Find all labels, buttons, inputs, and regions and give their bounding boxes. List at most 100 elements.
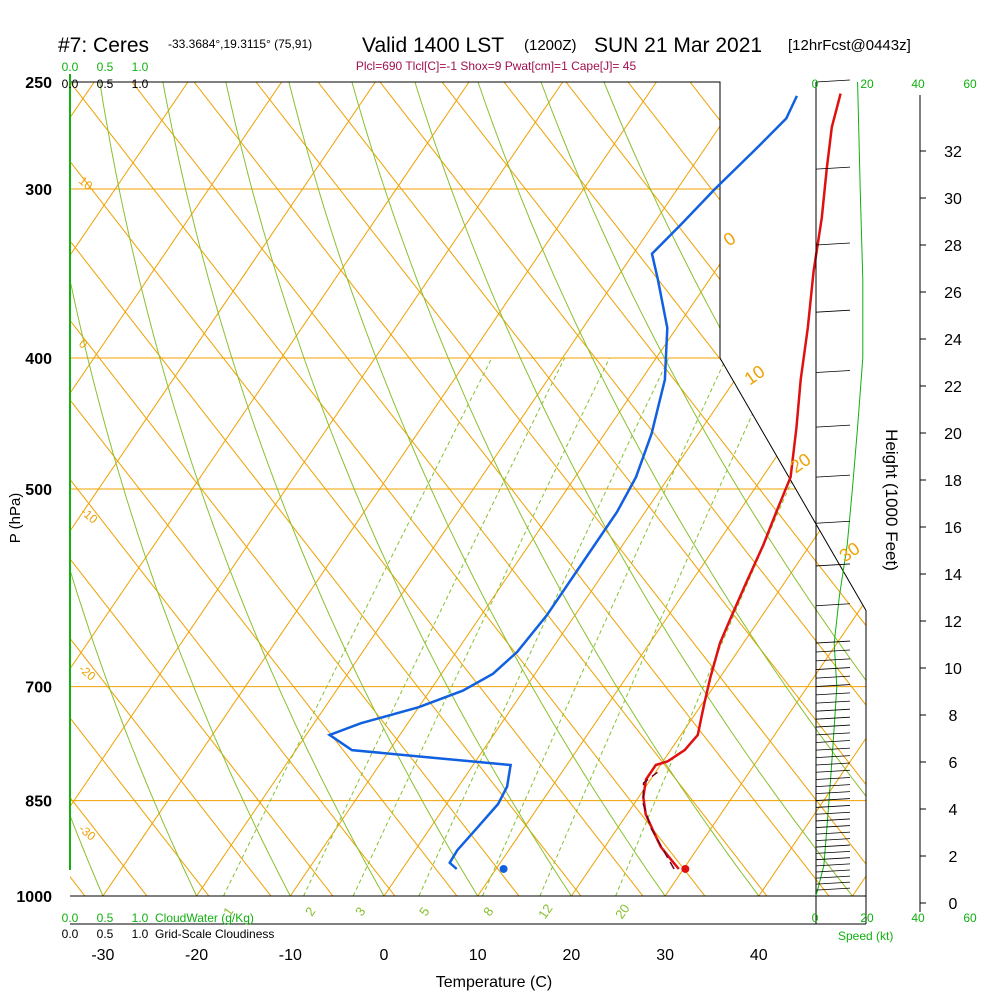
cloudiness-top-tick: 0.0 (62, 77, 79, 91)
zulu-time: (1200Z) (524, 37, 577, 54)
wind-barb (815, 857, 851, 861)
isotherm-line (70, 82, 564, 896)
wind-barb (815, 692, 851, 696)
mixing-ratio-line (615, 357, 847, 896)
temperature-tick-label: 10 (469, 947, 487, 964)
isotherm-line (664, 82, 866, 896)
dry-adiabat (288, 82, 666, 896)
cloud-water-top-tick: 0.5 (97, 60, 114, 74)
wind-barb (815, 658, 851, 662)
theta-line (70, 82, 458, 896)
cloudiness-label: Grid-Scale Cloudiness (155, 927, 274, 941)
mixing-ratio-lines (223, 357, 847, 896)
theta-line (70, 82, 210, 896)
theta-line (70, 82, 396, 896)
theta-line (70, 82, 582, 896)
dry-adiabat (540, 82, 866, 896)
temperature-tick-label: 30 (656, 947, 674, 964)
wind-barb (815, 791, 851, 795)
isotherm-line (0, 82, 1, 896)
wind-barb (815, 755, 851, 758)
theta-line (70, 82, 520, 896)
height-tick-label: 28 (944, 238, 962, 255)
theta-line (193, 82, 830, 896)
mixing-ratio-label: 12 (535, 901, 556, 921)
mixing-ratio-label: 20 (612, 901, 633, 921)
height-tick-label: 20 (944, 426, 962, 443)
cloud-water-bottom-tick: 0.0 (62, 911, 79, 925)
speed-top-tick-label: 0 (812, 77, 819, 91)
dry-adiabat (162, 82, 479, 896)
pressure-tick-label: 850 (25, 794, 52, 811)
wind-barb (815, 740, 851, 743)
isotherm-line (70, 82, 189, 896)
wind-barb (815, 716, 851, 720)
isotherm-line (477, 82, 866, 896)
speed-label: Speed (kt) (838, 929, 893, 943)
mixing-ratio-line (223, 357, 493, 896)
height-tick-label: 22 (944, 379, 962, 396)
mixing-ratio-line (482, 357, 727, 896)
wind-barb (815, 875, 851, 879)
isotherm-label: 0 (720, 228, 740, 250)
wind-barb (815, 869, 851, 873)
wind-barb (815, 818, 851, 822)
station-coords: -33.3684°,19.3115° (75,91) (168, 37, 312, 51)
y-axis-title: P (hPa) (7, 493, 24, 544)
cloud-water-bottom-tick: 1.0 (132, 911, 149, 925)
wind-barb (815, 79, 851, 83)
surface-dewpoint-dot (499, 864, 508, 873)
height-tick-label: 30 (944, 191, 962, 208)
wind-barb (815, 563, 851, 567)
cloudiness-bottom-tick: 0.0 (62, 927, 79, 941)
parcel-line (642, 771, 675, 870)
dewpoint-line (326, 95, 799, 870)
wind-speed-line (815, 81, 864, 897)
pressure-tick-label: 700 (25, 680, 52, 697)
pressure-tick-label: 300 (25, 182, 52, 199)
height-tick-label: 24 (944, 332, 962, 349)
cloudiness-bottom-tick: 0.5 (97, 927, 114, 941)
dry-adiabat (70, 82, 291, 896)
speed-top-tick-label: 40 (911, 77, 925, 91)
speed-top-tick-label: 20 (860, 77, 874, 91)
wind-barb (815, 798, 851, 801)
wind-panel: 0020204040606002468101214161820222426283… (812, 77, 977, 925)
height-tick-label: 2 (949, 849, 958, 866)
wind-barb (815, 732, 851, 736)
isotherm-label: 30 (836, 538, 864, 566)
mixing-ratio-label: 8 (480, 904, 496, 919)
cloud-water-top-tick: 1.0 (132, 60, 149, 74)
speed-top-tick-label: 60 (963, 77, 977, 91)
wind-barb (815, 762, 851, 766)
date-label: SUN 21 Mar 2021 (594, 34, 762, 57)
dry-adiabat (414, 82, 853, 896)
mixing-ratio-label: 2 (302, 904, 318, 919)
wind-barb (815, 811, 851, 815)
wind-barb (815, 474, 851, 478)
wind-barb (815, 603, 851, 607)
height-tick-label: 26 (944, 285, 962, 302)
wind-barb (815, 370, 851, 373)
cloudiness-top-tick: 1.0 (132, 77, 149, 91)
height-tick-label: 18 (944, 473, 962, 490)
wind-barb (815, 520, 851, 524)
wind-barb (815, 850, 851, 854)
dry-adiabat (603, 82, 866, 896)
wind-barb (815, 784, 851, 787)
valid-time: Valid 1400 LST (362, 34, 504, 57)
theta-line (70, 82, 334, 896)
sounding-series (326, 93, 842, 873)
dry-adiabat (70, 82, 198, 896)
cloud-water-top-tick: 0.0 (62, 60, 79, 74)
pressure-tick-label: 1000 (16, 889, 52, 906)
cloud-water-bottom-tick: 0.5 (97, 911, 114, 925)
isotherm-label: 10 (741, 361, 769, 389)
wind-barb (815, 881, 851, 885)
isotherm-line (70, 82, 470, 896)
chart-frame (69, 74, 867, 925)
wind-barb (815, 708, 851, 712)
